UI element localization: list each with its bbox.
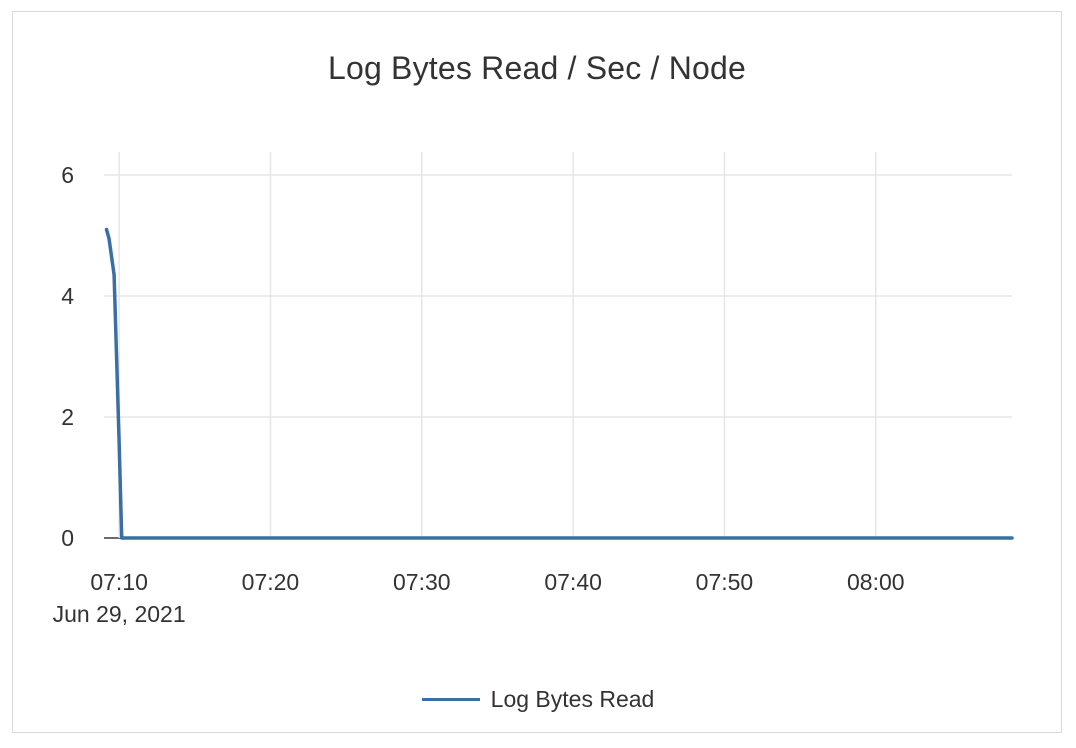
grid-lines [104, 152, 1012, 539]
y-tick-label: 2 [61, 404, 74, 430]
y-tick-label: 4 [61, 283, 74, 309]
x-tick-label: 07:20 [242, 569, 300, 595]
x-tick-label: 08:00 [847, 569, 905, 595]
legend-label: Log Bytes Read [490, 686, 655, 712]
chart-title: Log Bytes Read / Sec / Node [327, 50, 747, 86]
x-tick-label: 07:40 [544, 569, 602, 595]
x-tick-label: 07:10 [90, 569, 148, 595]
series-line-log-bytes-read [104, 227, 1014, 540]
x-axis: 07:10 Jun 29, 2021 07:20 07:30 07:40 07:50 08:… [53, 569, 905, 627]
chart-panel [12, 11, 1062, 733]
x-tick-date-label: Jun 29, 2021 [53, 601, 186, 627]
y-tick-label: 6 [61, 162, 74, 188]
x-tick-label: 07:30 [393, 569, 451, 595]
legend-swatch [421, 698, 480, 701]
series-layer [104, 227, 1014, 540]
x-tick-label: 07:50 [696, 569, 754, 595]
y-tick-label: 0 [61, 525, 74, 551]
legend: Log Bytes Read [0, 686, 1076, 713]
y-axis: 0 2 4 6 [61, 162, 74, 551]
